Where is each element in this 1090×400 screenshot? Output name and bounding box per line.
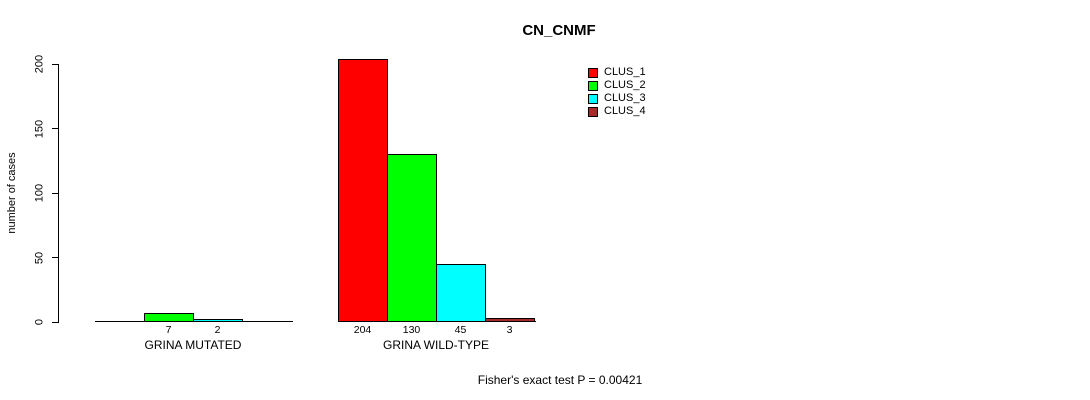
bar-clus_1-wildtype [338, 59, 388, 322]
bar-value-label: 3 [506, 324, 513, 336]
legend-label: CLUS_2 [604, 79, 646, 91]
legend-item: CLUS_4 [588, 105, 646, 118]
y-tick-label: 150 [33, 119, 46, 138]
category-label: GRINA MUTATED [144, 338, 242, 352]
bar-value-label: 45 [454, 324, 467, 336]
legend-label: CLUS_4 [604, 105, 646, 117]
legend-label: CLUS_3 [604, 92, 646, 104]
y-tick [52, 128, 59, 129]
bar-value-label: 7 [165, 324, 172, 336]
y-tick [52, 257, 59, 258]
bar-clus_3-mutated [193, 319, 243, 322]
bar-clus_3-wildtype [436, 264, 486, 322]
bar-value-label: 130 [402, 324, 421, 336]
bar-clus_4-wildtype [485, 318, 535, 322]
y-tick [52, 192, 59, 194]
legend-swatch-icon [588, 67, 598, 78]
legend-label: CLUS_1 [604, 66, 646, 78]
legend: CLUS_1 CLUS_2 CLUS_3 CLUS_4 [588, 66, 646, 118]
bar-clus_2-mutated [144, 313, 194, 322]
bar-value-label: 2 [214, 324, 221, 336]
bar-value-label: 204 [353, 324, 372, 336]
y-tick [52, 63, 59, 65]
legend-swatch-icon [588, 93, 598, 104]
y-tick-label: 100 [33, 183, 46, 203]
legend-swatch-icon [588, 80, 598, 91]
category-label: GRINA WILD-TYPE [382, 338, 490, 352]
stat-annotation: Fisher's exact test P = 0.00421 [477, 373, 643, 387]
legend-swatch-icon [588, 106, 598, 117]
y-tick-label: 50 [33, 251, 46, 264]
legend-item: CLUS_2 [588, 79, 646, 92]
y-tick-label: 200 [33, 54, 46, 74]
chart-title: CN_CNMF [522, 22, 596, 39]
y-tick-label: 0 [33, 318, 46, 326]
legend-item: CLUS_3 [588, 92, 646, 105]
y-tick [52, 321, 59, 323]
legend-item: CLUS_1 [588, 66, 646, 79]
y-axis-title: number of cases [6, 152, 18, 234]
bar-clus_2-wildtype [387, 154, 437, 322]
